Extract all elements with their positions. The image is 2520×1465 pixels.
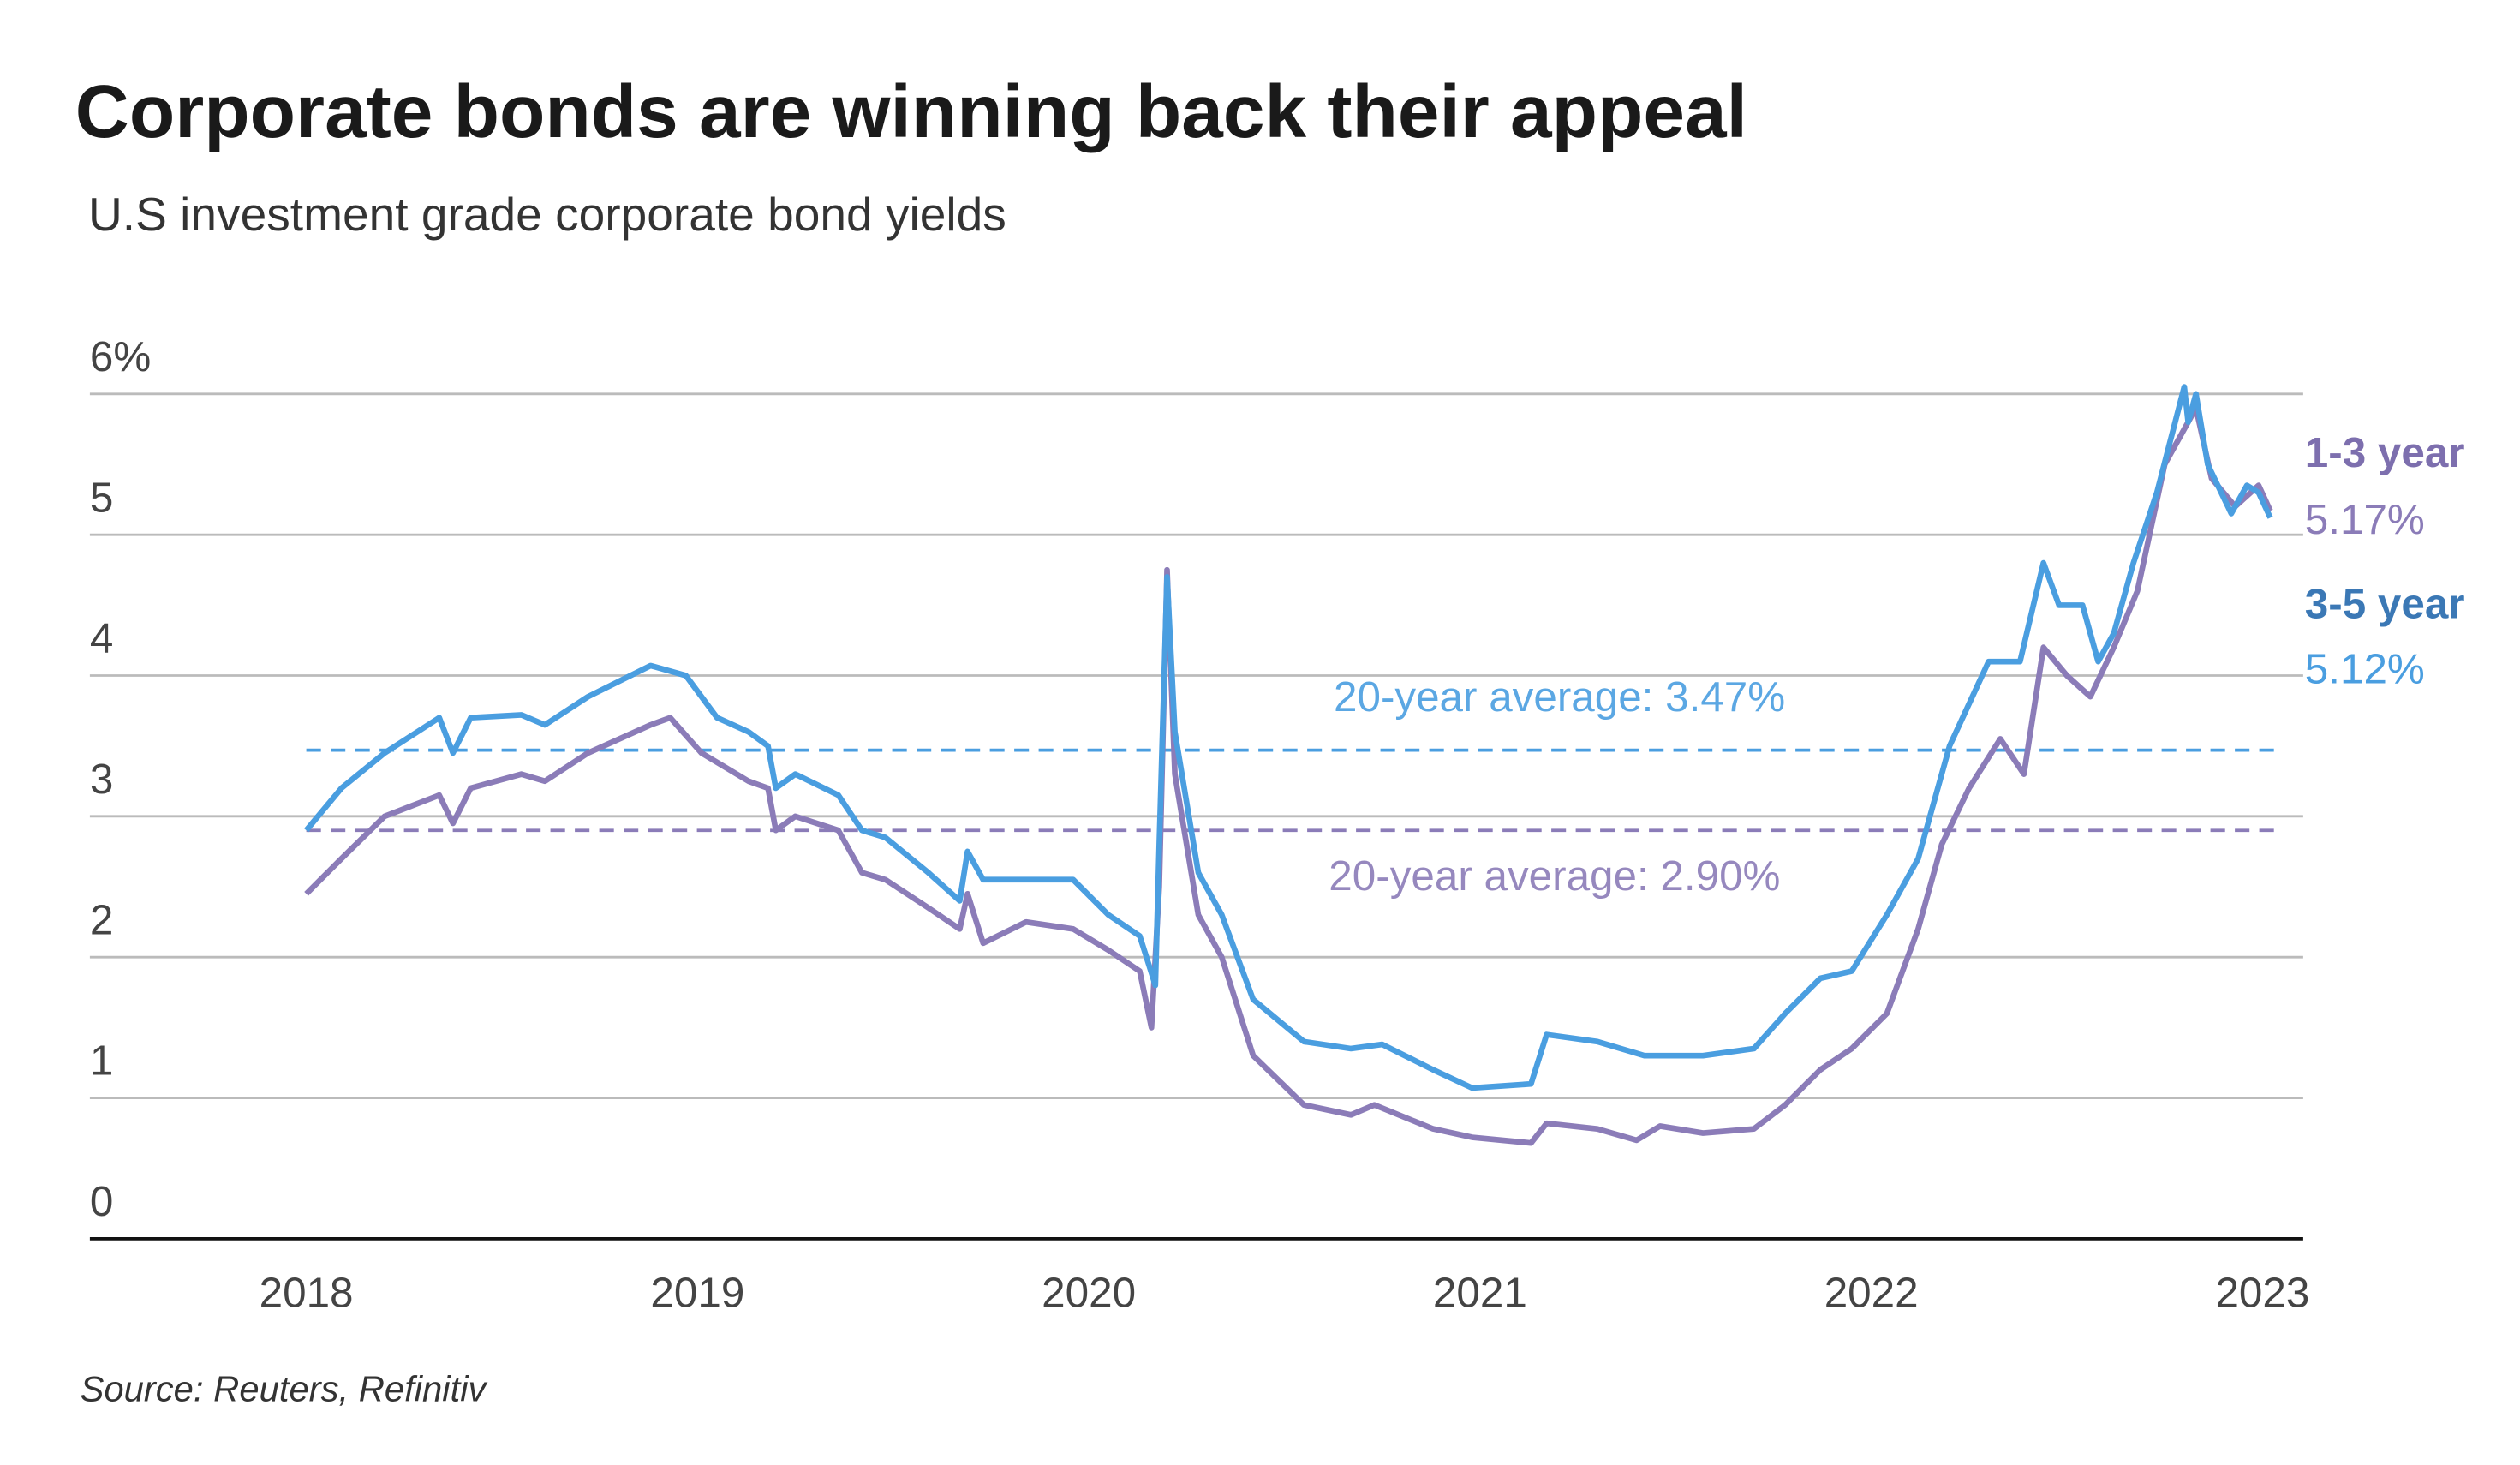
y-tick-label: 1 (90, 1037, 113, 1085)
legend-label: 3-5 year (2305, 581, 2465, 628)
chart-title: Corporate bonds are winning back their a… (75, 69, 1747, 153)
legend-label: 1-3 year (2305, 429, 2465, 476)
y-tick-label: 4 (90, 615, 113, 662)
reference-label: 20-year average: 2.90% (1329, 852, 1780, 900)
y-tick-label: 6% (90, 333, 151, 380)
last-value-label: 5.17% (2305, 496, 2425, 543)
x-tick-label: 2021 (1433, 1269, 1527, 1316)
series-line (304, 404, 2273, 1146)
y-tick-label: 5 (90, 474, 113, 521)
x-tick-label: 2019 (650, 1269, 744, 1316)
last-value-label: 5.12% (2305, 646, 2425, 693)
reference-label: 20-year average: 3.47% (1334, 673, 1785, 721)
x-tick-label: 2020 (1042, 1269, 1136, 1316)
y-tick-label: 3 (90, 756, 113, 803)
y-tick-label: 2 (90, 896, 113, 943)
chart-subtitle: U.S investment grade corporate bond yiel… (88, 188, 1006, 241)
x-tick-label: 2023 (2215, 1269, 2309, 1316)
series-line (304, 384, 2273, 1091)
y-tick-label: 0 (90, 1178, 113, 1225)
x-tick-label: 2022 (1824, 1269, 1919, 1316)
x-tick-label: 2018 (260, 1269, 354, 1316)
source: Source: Reuters, Refinitiv (81, 1369, 488, 1409)
